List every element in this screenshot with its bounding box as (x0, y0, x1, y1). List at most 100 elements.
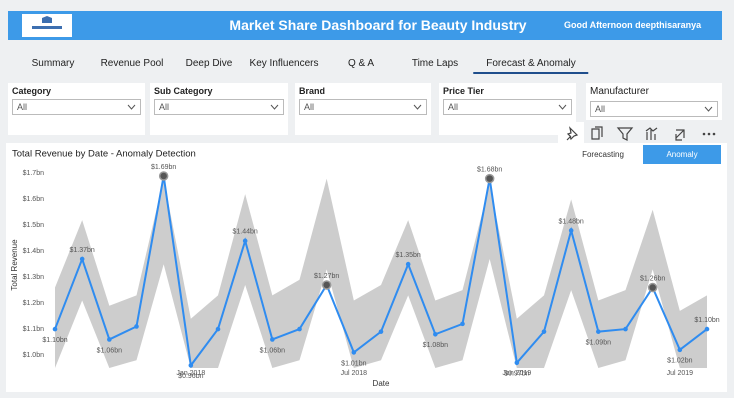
x-tick-label: Jan 2018 (176, 370, 205, 377)
forecasting-button[interactable]: Forecasting (564, 145, 642, 164)
insights-icon[interactable] (645, 127, 658, 140)
data-point (568, 228, 574, 233)
x-axis-title: Date (373, 379, 390, 388)
anomaly-marker (158, 171, 169, 181)
filter-label: Price Tier (443, 86, 484, 96)
data-point (514, 360, 520, 366)
data-label: $1.10bn (42, 337, 67, 344)
data-point (433, 331, 438, 337)
tab[interactable]: Summary (31, 58, 75, 69)
data-label: $1.08bn (423, 342, 448, 349)
toolbar-bg (558, 122, 584, 146)
data-point (351, 350, 357, 355)
filter-label: Manufacturer (590, 86, 649, 97)
anomaly-marker (647, 282, 658, 293)
data-point (677, 347, 683, 353)
anomaly-marker (321, 280, 332, 290)
data-point (623, 326, 628, 332)
filter-value: All (304, 102, 315, 112)
data-label: $1.48bn (559, 218, 584, 225)
data-point (242, 238, 248, 244)
data-point (270, 337, 275, 342)
filter-value: All (159, 102, 170, 112)
anomaly-marker (484, 173, 495, 184)
chart-title: Total Revenue by Date - Anomaly Detectio… (12, 149, 196, 160)
expected-range-band (55, 178, 707, 368)
data-point (460, 321, 465, 327)
data-point (134, 324, 139, 329)
filter-label: Sub Category (154, 86, 213, 96)
data-point (297, 326, 302, 332)
filter-dropdown[interactable]: All (299, 99, 427, 115)
filter-value: All (17, 102, 28, 112)
data-point (405, 261, 411, 267)
x-tick-label: Jul 2019 (667, 370, 694, 377)
data-point (704, 326, 710, 332)
focus-icon[interactable] (675, 129, 685, 141)
logo (22, 14, 72, 37)
dashboard-title: Market Share Dashboard for Beauty Indust… (229, 17, 527, 33)
filter: Brand All (295, 83, 431, 135)
y-tick-label: $1.4bn (23, 248, 45, 255)
y-tick-label: $1.6bn (23, 196, 45, 203)
data-label: $1.35bn (396, 252, 421, 259)
x-tick-label: Jan 2019 (502, 370, 531, 377)
tab[interactable]: Q & A (347, 58, 375, 69)
data-point (188, 363, 194, 368)
data-label: $1.44bn (233, 229, 258, 236)
greeting: Good Afternoon deepthisaranya (564, 20, 702, 30)
data-label: $1.09bn (586, 340, 611, 347)
filter: Sub Category All (150, 83, 288, 135)
data-label: $1.02bn (667, 358, 692, 365)
filter-label: Brand (299, 86, 326, 96)
tab-active[interactable]: Forecast & Anomaly (473, 58, 589, 74)
data-label: $1.01bn (341, 360, 366, 367)
data-label: $0.97bn (504, 371, 529, 378)
filter-dropdown[interactable]: All (443, 99, 572, 115)
logo-icon (32, 16, 62, 29)
filter: Manufacturer All (586, 83, 722, 120)
y-tick-label: $1.5bn (23, 222, 45, 229)
filter-dropdown[interactable]: All (12, 99, 141, 115)
tab[interactable]: Deep Dive (185, 58, 233, 69)
visual-toolbar (558, 122, 716, 146)
more-icon[interactable] (702, 132, 716, 136)
data-label: $1.26bn (640, 275, 665, 282)
data-label: $1.68bn (477, 166, 502, 173)
header-bar: Market Share Dashboard for Beauty Indust… (8, 11, 722, 40)
data-point (541, 329, 547, 334)
tab[interactable]: Time Laps (411, 58, 459, 69)
y-tick-label: $1.3bn (23, 274, 45, 281)
tab[interactable]: Key Influencers (249, 58, 319, 69)
data-point (378, 329, 384, 334)
data-label: $1.06bn (260, 347, 285, 354)
tab[interactable]: Revenue Pool (100, 58, 164, 69)
filter-dropdown[interactable]: All (590, 101, 718, 117)
y-tick-label: $1.2bn (23, 300, 45, 307)
data-point (79, 256, 85, 262)
x-tick-label: Jul 2018 (341, 370, 368, 377)
data-label: $0.96bn (178, 373, 203, 380)
data-label: $1.27bn (314, 273, 339, 280)
filter-value: All (595, 104, 606, 114)
filter: Price Tier All (439, 83, 576, 135)
filter-icon[interactable] (616, 127, 634, 141)
y-tick-label: $1.0bn (23, 352, 45, 359)
anomaly-button[interactable]: Anomaly (643, 145, 721, 164)
pin-icon[interactable] (566, 126, 579, 141)
data-label: $1.37bn (70, 247, 95, 254)
y-tick-label: $1.7bn (23, 170, 45, 177)
y-axis-title: Total Revenue (10, 239, 19, 291)
filter-dropdown[interactable]: All (154, 99, 284, 115)
copy-icon[interactable] (591, 126, 603, 140)
data-point (596, 329, 601, 334)
data-point (52, 326, 58, 332)
filter-value: All (448, 102, 459, 112)
y-tick-label: $1.1bn (23, 326, 45, 333)
data-point (215, 326, 221, 332)
filter-label: Category (12, 86, 52, 96)
data-label: $1.69bn (151, 164, 176, 171)
data-label: $1.10bn (694, 317, 719, 324)
